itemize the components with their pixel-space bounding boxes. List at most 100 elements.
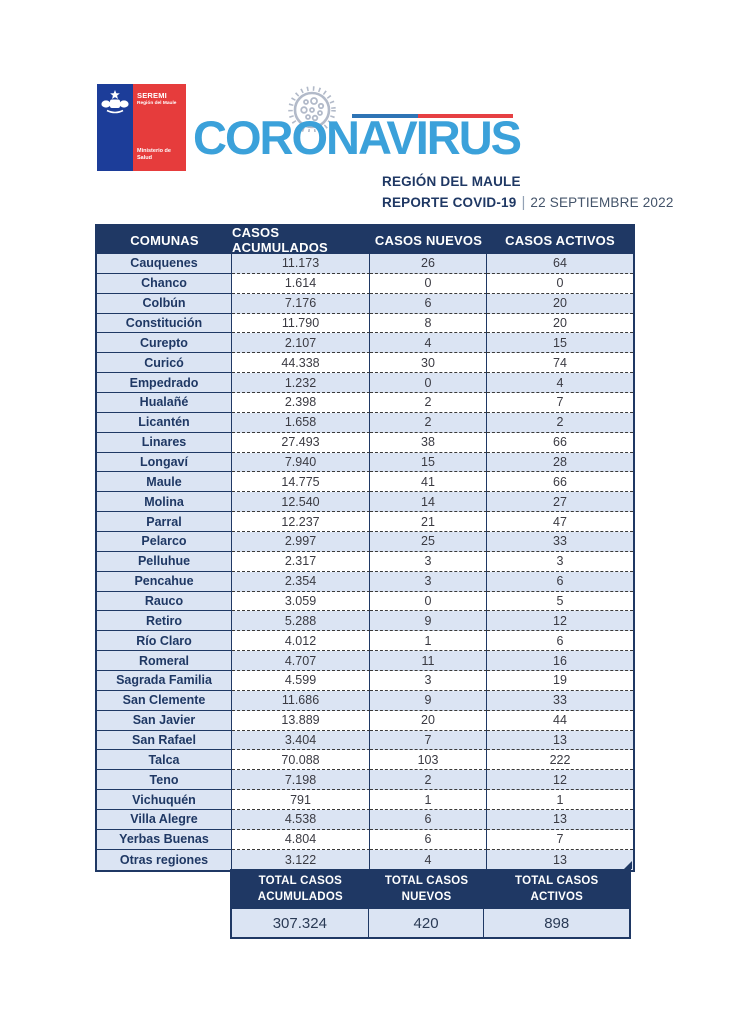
acumulados-cell: 2.317 [232,551,370,572]
table-body: Cauquenes 11.173 26 64 Chanco 1.614 0 0 Colbún 7.… [97,254,633,870]
comuna-cell: Maule [97,472,232,493]
acumulados-cell: 11.686 [232,690,370,711]
table-row: San Javier 13.889 20 44 [97,710,633,731]
report-date: 22 SEPTIEMBRE 2022 [530,195,674,210]
acumulados-cell: 1.614 [232,273,370,294]
comuna-cell: Otras regiones [97,849,232,870]
activos-cell: 66 [487,433,633,453]
activos-cell: 20 [487,293,633,314]
comuna-cell: Pelarco [97,532,232,552]
region-subtitle: REGIÓN DEL MAULE [382,174,521,189]
table-row: Parral 12.237 21 47 [97,512,633,533]
nuevos-cell: 0 [370,273,487,294]
acumulados-cell: 2.107 [232,333,370,354]
comuna-cell: Parral [97,512,232,533]
table-row: Cauquenes 11.173 26 64 [97,254,633,274]
activos-cell: 28 [487,452,633,473]
activos-cell: 7 [487,393,633,413]
comuna-cell: Sagrada Familia [97,671,232,691]
total-label-line: ACTIVOS [530,891,583,903]
nuevos-cell: 4 [370,333,487,354]
nuevos-cell: 14 [370,492,487,513]
acumulados-cell: 70.088 [232,750,370,771]
activos-cell: 7 [487,830,633,850]
activos-cell: 13 [487,849,633,870]
activos-cell: 27 [487,492,633,513]
logo-region-text: Región del Maule [137,101,177,106]
acumulados-cell: 7.198 [232,770,370,791]
acumulados-cell: 44.338 [232,353,370,374]
activos-cell: 15 [487,333,633,354]
column-header-activos: CASOS ACTIVOS [505,232,615,248]
acumulados-cell: 2.354 [232,571,370,592]
flag-blue-segment [352,114,418,118]
comuna-cell: Molina [97,492,232,513]
comuna-cell: Linares [97,432,232,453]
nuevos-cell: 20 [370,710,487,731]
comuna-cell: Constitución [97,313,232,334]
logo-seremi-text: SEREMI [137,91,167,100]
logo-red-panel: SEREMI Región del Maule Ministerio de Sa… [133,84,186,171]
activos-cell: 12 [487,770,633,791]
table-row: Pelarco 2.997 25 33 [97,532,633,552]
comuna-cell: San Rafael [97,730,232,751]
acumulados-cell: 4.012 [232,631,370,652]
acumulados-cell: 791 [232,790,370,811]
comuna-cell: Teno [97,770,232,791]
nuevos-cell: 4 [370,849,487,870]
table-row: Linares 27.493 38 66 [97,432,633,453]
nuevos-cell: 9 [370,611,487,632]
acumulados-cell: 14.775 [232,472,370,493]
logo-blue-panel [97,84,133,171]
nuevos-cell: 38 [370,432,487,453]
comuna-cell: Empedrado [97,373,232,394]
nuevos-cell: 1 [370,631,487,652]
table-row: Río Claro 4.012 1 6 [97,631,633,652]
total-activos-value: 898 [544,914,570,932]
totals-section: TOTAL CASOS ACUMULADOS TOTAL CASOS NUEVO… [230,869,631,939]
acumulados-cell: 1.232 [232,373,370,394]
total-nuevos-label: TOTAL CASOS NUEVOS [369,871,485,907]
activos-cell: 0 [487,274,633,294]
comuna-cell: Pelluhue [97,551,232,572]
separator: | [521,194,526,211]
total-label-line: NUEVOS [401,891,452,903]
table-row: San Rafael 3.404 7 13 [97,730,633,751]
table-row: Hualañé 2.398 2 7 [97,393,633,413]
nuevos-cell: 0 [370,373,487,394]
activos-cell: 64 [487,254,633,274]
nuevos-cell: 3 [370,671,487,691]
totals-header: TOTAL CASOS ACUMULADOS TOTAL CASOS NUEVO… [230,869,631,909]
comuna-cell: Curicó [97,353,232,374]
totals-values: 307.324 420 898 [230,909,631,939]
column-header-nuevos: CASOS NUEVOS [374,232,483,248]
comuna-cell: Hualañé [97,393,232,413]
report-label: REPORTE COVID-19 [382,195,517,210]
covid-table: COMUNAS CASOS ACUMULADOS CASOS NUEVOS CA… [95,224,635,872]
table-row: Vichuquén 791 1 1 [97,790,633,811]
activos-cell: 47 [487,512,633,533]
nuevos-cell: 2 [370,393,487,413]
nuevos-cell: 3 [370,571,487,592]
comuna-cell: Retiro [97,611,232,632]
nuevos-cell: 3 [370,551,487,572]
table-row: Longaví 7.940 15 28 [97,452,633,473]
nuevos-cell: 2 [370,770,487,791]
nuevos-cell: 7 [370,730,487,751]
table-row: San Clemente 11.686 9 33 [97,690,633,711]
acumulados-cell: 2.398 [232,393,370,413]
comuna-cell: Colbún [97,293,232,314]
activos-cell: 19 [487,671,633,691]
comuna-cell: Talca [97,750,232,771]
total-acumulados-value: 307.324 [232,909,369,937]
acumulados-cell: 13.889 [232,710,370,731]
comuna-cell: Pencahue [97,571,232,592]
acumulados-cell: 2.997 [232,532,370,552]
column-header-comunas: COMUNAS [130,232,199,248]
activos-cell: 74 [487,353,633,374]
comuna-cell: Cauquenes [97,254,232,274]
activos-cell: 13 [487,810,633,830]
comuna-cell: Río Claro [97,631,232,652]
table-row: Constitución 11.790 8 20 [97,313,633,334]
